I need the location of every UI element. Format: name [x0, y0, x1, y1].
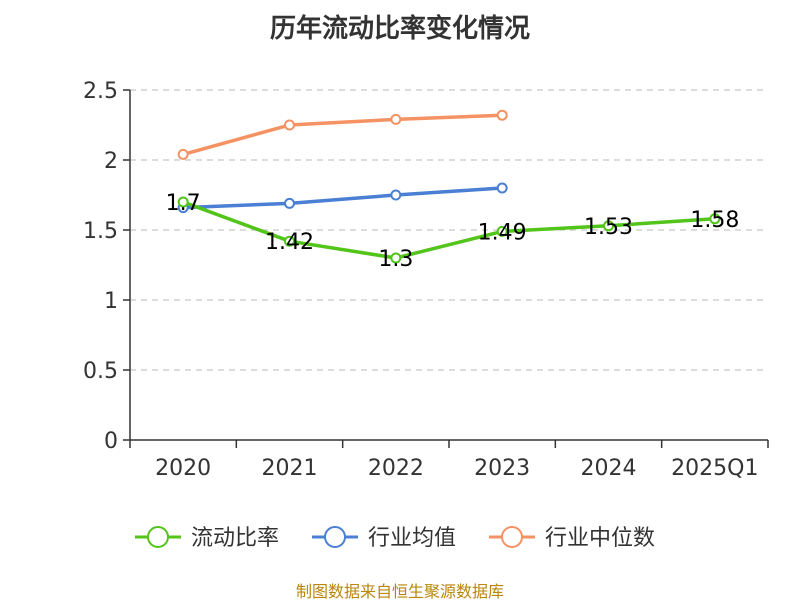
- x-tick-label: 2025Q1: [671, 456, 758, 481]
- grid-lines: [130, 89, 768, 371]
- data-point: [177, 196, 189, 208]
- legend: 流动比率 行业均值 行业中位数: [135, 526, 655, 551]
- source-note: 制图数据来自恒生聚源数据库: [295, 582, 504, 601]
- legend-label: 行业中位数: [545, 526, 655, 551]
- data-point: [284, 197, 295, 209]
- series-line: [182, 113, 503, 157]
- data-point: [390, 189, 402, 201]
- data-point: [390, 252, 402, 264]
- data-label: 1.49: [478, 220, 527, 245]
- x-tick-label: 2021: [262, 456, 318, 481]
- series-lines: [177, 109, 721, 264]
- x-tick-label: 2022: [368, 456, 424, 481]
- series-line: [182, 200, 715, 260]
- x-tick-label: 2020: [155, 456, 211, 481]
- data-label: 1.3: [378, 247, 413, 272]
- legend-label: 流动比率: [191, 526, 279, 551]
- data-label: 1.53: [584, 215, 633, 240]
- data-point: [496, 109, 508, 121]
- x-tick-label: 2023: [474, 456, 530, 481]
- data-point: [284, 235, 295, 247]
- data-label: 1.58: [690, 208, 739, 233]
- legend-marker: [147, 526, 169, 548]
- data-point: [496, 225, 508, 237]
- legend-marker: [501, 526, 523, 548]
- data-point: [496, 182, 508, 194]
- y-tick-label: 2.5: [83, 79, 118, 104]
- data-point: [709, 213, 721, 225]
- data-point: [603, 220, 614, 232]
- chart-title: 历年流动比率变化情况: [269, 14, 530, 44]
- data-label: 1.42: [265, 230, 314, 255]
- y-tick-label: 2: [104, 149, 118, 174]
- series-line: [183, 186, 503, 210]
- data-label: 1.7: [166, 191, 201, 216]
- legend-label: 行业均值: [368, 526, 456, 551]
- data-point: [177, 148, 189, 160]
- axes: 0 0.5 1 1.5 2 2.5 2020 2021 2022 2023 2024 2025Q1: [83, 79, 769, 481]
- legend-marker: [324, 526, 346, 548]
- y-tick-label: 0.5: [83, 359, 118, 384]
- data-point: [284, 119, 295, 131]
- y-tick-label: 0: [104, 429, 118, 454]
- legend-item: 行业均值: [312, 526, 456, 551]
- legend-item: 流动比率: [135, 526, 279, 551]
- y-tick-label: 1.5: [83, 219, 118, 244]
- data-point: [390, 113, 402, 125]
- data-labels: 1.7 1.42 1.3 1.49 1.53 1.58: [166, 191, 740, 272]
- legend-item: 行业中位数: [489, 526, 655, 551]
- x-tick-label: 2024: [581, 456, 637, 481]
- y-tick-label: 1: [104, 289, 118, 314]
